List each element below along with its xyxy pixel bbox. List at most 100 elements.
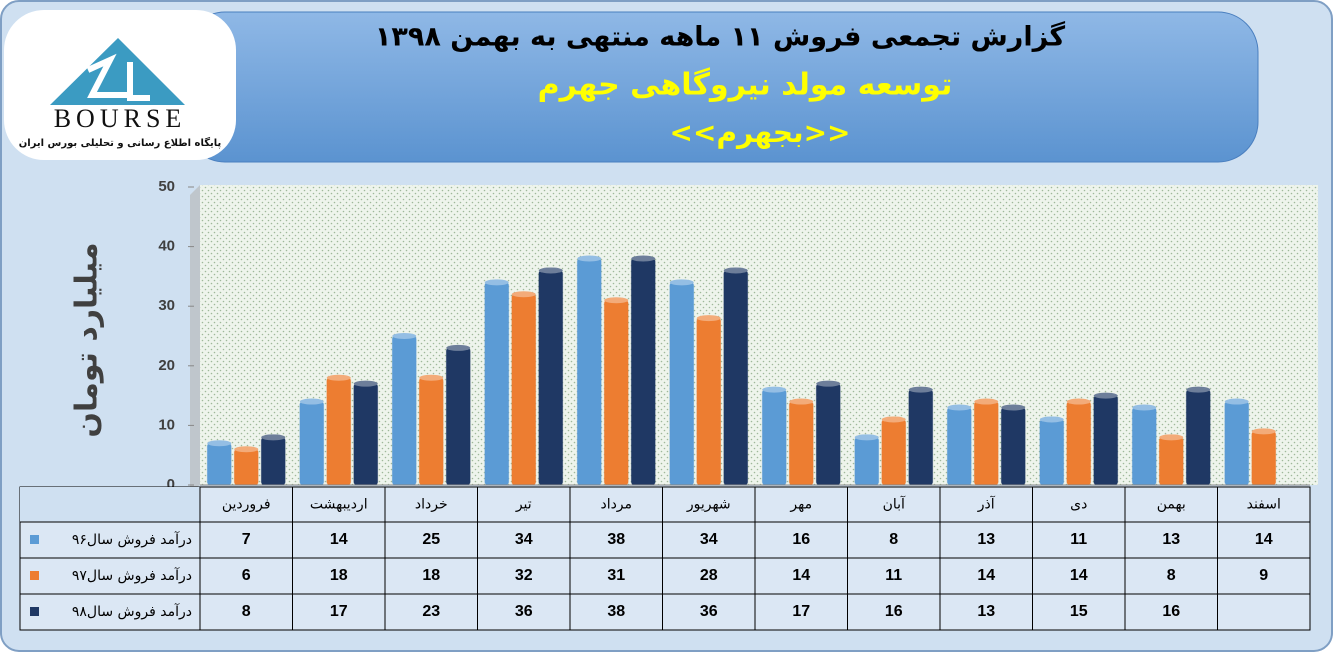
bar-top [326, 374, 351, 381]
x-tick-label: اسفند [1247, 497, 1281, 513]
bar [299, 401, 325, 486]
table-value: 8 [1167, 567, 1176, 584]
table-value: 17 [330, 603, 348, 620]
table-value: 14 [977, 567, 995, 584]
bar [815, 383, 841, 486]
bar-top [696, 315, 721, 322]
bar [669, 281, 695, 486]
bar [723, 269, 749, 486]
bar [538, 269, 564, 486]
bar-top [207, 440, 232, 447]
bar-top [511, 291, 536, 298]
y-tick-label: 10 [158, 416, 175, 433]
x-tick-label: شهریور [686, 497, 731, 513]
bar [353, 383, 379, 486]
bar-top [1066, 398, 1091, 405]
bar [1039, 418, 1065, 486]
y-tick-label: 40 [158, 238, 175, 255]
table-value: 25 [422, 531, 440, 548]
bar [1224, 401, 1250, 486]
bar [1131, 407, 1157, 486]
table-value: 13 [1162, 531, 1180, 548]
table-value: 16 [792, 531, 810, 548]
bar-top [908, 386, 933, 393]
table-value: 32 [515, 567, 533, 584]
table-value: 28 [700, 567, 718, 584]
bar-top [1159, 434, 1184, 441]
table-value: 15 [1070, 603, 1088, 620]
bar [484, 281, 510, 486]
table-value: 14 [792, 567, 810, 584]
bar-top [446, 344, 471, 351]
table-value: 8 [242, 603, 251, 620]
bar [1000, 407, 1026, 486]
bar-top [1132, 404, 1157, 411]
bar [1251, 430, 1277, 486]
bar-top [577, 255, 602, 262]
bar-top [947, 404, 972, 411]
x-tick-label: فروردین [222, 497, 271, 513]
bar-top [881, 416, 906, 423]
bar [1158, 436, 1184, 486]
bar-top [816, 380, 841, 387]
table-value: 11 [885, 567, 902, 584]
table-value: 6 [242, 567, 251, 584]
bar [445, 347, 471, 486]
logo-mark [50, 38, 185, 105]
bar-top [669, 279, 694, 286]
bar-top [1224, 398, 1249, 405]
bar [1066, 401, 1092, 486]
bar [206, 442, 232, 486]
legend-swatch [30, 571, 39, 580]
bar [418, 377, 444, 486]
table-value: 8 [889, 531, 898, 548]
bar-top [538, 267, 563, 274]
legend-swatch [30, 535, 39, 544]
bar [576, 258, 602, 486]
table-value: 38 [607, 603, 625, 620]
x-tick-label: تیر [515, 497, 532, 513]
legend-label: درآمد فروش سال۹۸ [72, 603, 192, 620]
table-value: 14 [1070, 567, 1088, 584]
table-value: 7 [242, 531, 251, 548]
chart-symbol: <<بجهرم>> [670, 116, 851, 149]
y-tick-label: 20 [158, 357, 175, 374]
bar [233, 448, 259, 486]
bar [881, 418, 907, 486]
table-corner [20, 487, 200, 522]
bar-top [723, 267, 748, 274]
bar [908, 389, 934, 486]
bar [973, 401, 999, 486]
table-value: 9 [1259, 567, 1268, 584]
table-value: 16 [885, 603, 903, 620]
table-value: 16 [1162, 603, 1180, 620]
bar [630, 258, 656, 486]
table-value: 34 [515, 531, 533, 548]
x-tick-label: دی [1070, 497, 1087, 513]
bar-top [789, 398, 814, 405]
bar [511, 293, 537, 486]
bar-top [1251, 428, 1276, 435]
y-tick-label: 30 [158, 297, 175, 314]
chart-title: گزارش تجمعی فروش ۱۱ ماهه منتهی به بهمن ۱… [375, 21, 1065, 53]
bar [946, 407, 972, 486]
legend-swatch [30, 607, 39, 616]
table-value: 18 [422, 567, 440, 584]
bar [326, 377, 352, 486]
bar [788, 401, 814, 486]
x-tick-label: اردیبهشت [310, 497, 368, 513]
x-tick-label: مهر [789, 497, 812, 513]
bar [391, 335, 417, 486]
bar [1093, 395, 1119, 486]
bar-top [631, 255, 656, 262]
x-tick-label: بهمن [1157, 497, 1186, 513]
chart-subtitle: توسعه مولد نیروگاهی جهرم [538, 67, 953, 103]
bar-top [299, 398, 324, 405]
bar-top [419, 374, 444, 381]
table-value: 38 [607, 531, 625, 548]
bar-top [1039, 416, 1064, 423]
bar [260, 436, 286, 486]
bar-top [353, 380, 378, 387]
table-value: 13 [977, 603, 995, 620]
